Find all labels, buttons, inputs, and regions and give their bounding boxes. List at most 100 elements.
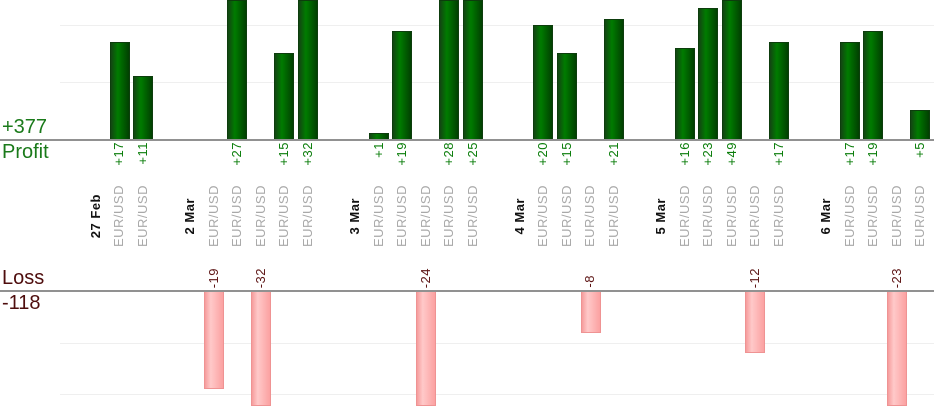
symbol-label: EUR/USD xyxy=(747,184,763,247)
trade-profit-label-wrap: +27 xyxy=(225,142,249,188)
symbol-label-wrap: EUR/USD xyxy=(696,183,720,249)
date-label: 6 Mar xyxy=(817,197,833,235)
symbol-label-wrap: EUR/USD xyxy=(579,183,603,249)
loss-bar[interactable] xyxy=(745,292,766,353)
profit-bar[interactable] xyxy=(863,31,884,139)
loss-bar[interactable] xyxy=(415,292,436,406)
date-label-wrap: 6 Mar xyxy=(814,183,838,249)
symbol-label-wrap: EUR/USD xyxy=(273,183,297,249)
symbol-label-wrap: EUR/USD xyxy=(838,183,862,249)
trade-profit-label: +16 xyxy=(676,142,692,166)
symbol-label: EUR/USD xyxy=(441,184,457,247)
profit-bar[interactable] xyxy=(910,110,931,139)
trade-profit-label: +15 xyxy=(276,142,292,166)
trade-profit-label-wrap: +15 xyxy=(555,142,579,188)
trade-profit-label-wrap: +49 xyxy=(720,142,744,188)
symbol-label-wrap: EUR/USD xyxy=(720,183,744,249)
date-label: 2 Mar xyxy=(182,197,198,235)
profit-bar[interactable] xyxy=(698,8,719,139)
date-label: 27 Feb xyxy=(87,193,103,239)
symbol-label-wrap: EUR/USD xyxy=(885,183,909,249)
symbol-label: EUR/USD xyxy=(676,184,692,247)
symbol-label-wrap: EUR/USD xyxy=(390,183,414,249)
loss-axis-title: Loss xyxy=(2,267,45,289)
trade-profit-label: +5 xyxy=(912,142,928,158)
profit-bar[interactable] xyxy=(556,53,577,139)
profit-bar[interactable] xyxy=(227,0,248,139)
profit-bar[interactable] xyxy=(462,0,483,139)
profit-bar[interactable] xyxy=(368,133,389,139)
symbol-label-wrap: EUR/USD xyxy=(767,183,791,249)
loss-gridline-20 xyxy=(60,394,934,395)
profit-total-label: +377 xyxy=(2,116,48,138)
symbol-label-wrap: EUR/USD xyxy=(532,183,556,249)
trade-loss-label: -12 xyxy=(747,267,763,288)
symbol-label-wrap: EUR/USD xyxy=(296,183,320,249)
profit-bar[interactable] xyxy=(533,25,554,139)
symbol-label: EUR/USD xyxy=(370,184,386,247)
trade-profit-label-wrap: +17 xyxy=(108,142,132,188)
profit-bar[interactable] xyxy=(674,48,695,139)
symbol-label-wrap: EUR/USD xyxy=(437,183,461,249)
profit-bar[interactable] xyxy=(768,42,789,139)
symbol-label-wrap: EUR/USD xyxy=(249,183,273,249)
date-label-wrap: 27 Feb xyxy=(84,183,108,249)
loss-bar[interactable] xyxy=(203,292,224,389)
trade-profit-label-wrap: +23 xyxy=(696,142,720,188)
trade-profit-label-wrap: +5 xyxy=(908,142,932,188)
trade-loss-label: -19 xyxy=(205,267,221,288)
symbol-label-wrap: EUR/USD xyxy=(461,183,485,249)
symbol-label-wrap: EUR/USD xyxy=(108,183,132,249)
symbol-label: EUR/USD xyxy=(299,184,315,247)
profit-bar[interactable] xyxy=(839,42,860,139)
symbol-label: EUR/USD xyxy=(841,184,857,247)
date-label: 4 Mar xyxy=(511,197,527,235)
profit-bar[interactable] xyxy=(133,76,153,139)
loss-gridline-10 xyxy=(60,343,934,344)
trade-profit-label: +15 xyxy=(558,142,574,166)
trade-profit-label: +23 xyxy=(700,142,716,166)
symbol-label: EUR/USD xyxy=(606,184,622,247)
trade-profit-label-wrap: +21 xyxy=(602,142,626,188)
loss-bar[interactable] xyxy=(886,292,907,406)
symbol-label: EUR/USD xyxy=(700,184,716,247)
profit-bar[interactable] xyxy=(721,0,742,139)
trade-profit-label-wrap: +11 xyxy=(131,142,155,188)
loss-bar[interactable] xyxy=(580,292,601,333)
trade-profit-label: +19 xyxy=(394,142,410,166)
trade-loss-label: -23 xyxy=(888,267,904,288)
symbol-label: EUR/USD xyxy=(723,184,739,247)
profit-bar[interactable] xyxy=(297,0,318,139)
date-label-wrap: 3 Mar xyxy=(343,183,367,249)
symbol-label: EUR/USD xyxy=(205,184,221,247)
symbol-label-wrap: EUR/USD xyxy=(908,183,932,249)
loss-axis-line xyxy=(0,290,934,292)
symbol-label: EUR/USD xyxy=(582,184,598,247)
trade-loss-label: -8 xyxy=(582,275,598,288)
profit-bar[interactable] xyxy=(604,19,624,139)
trade-profit-label-wrap: +19 xyxy=(861,142,885,188)
profit-axis-title: Profit xyxy=(2,141,49,163)
symbol-label-wrap: EUR/USD xyxy=(602,183,626,249)
profit-bar[interactable] xyxy=(439,0,460,139)
symbol-label-wrap: EUR/USD xyxy=(131,183,155,249)
profit-bar[interactable] xyxy=(392,31,413,139)
date-label: 3 Mar xyxy=(346,197,362,235)
symbol-label: EUR/USD xyxy=(535,184,551,247)
trade-loss-label: -32 xyxy=(252,267,268,288)
date-label-wrap: 4 Mar xyxy=(508,183,532,249)
trade-profit-label-wrap: +16 xyxy=(673,142,697,188)
loss-bar[interactable] xyxy=(250,292,271,406)
trade-profit-label-wrap: +20 xyxy=(532,142,556,188)
profit-bar[interactable] xyxy=(274,53,295,139)
trade-profit-label: +25 xyxy=(464,142,480,166)
profit-bar[interactable] xyxy=(109,42,130,139)
symbol-label: EUR/USD xyxy=(111,184,127,247)
loss-total-label: -118 xyxy=(2,292,41,314)
trade-profit-label: +17 xyxy=(111,142,127,166)
profit-axis-line xyxy=(0,139,934,141)
trade-profit-label-wrap: +25 xyxy=(461,142,485,188)
trade-profit-label: +17 xyxy=(770,142,786,166)
trade-profit-label-wrap: +15 xyxy=(273,142,297,188)
